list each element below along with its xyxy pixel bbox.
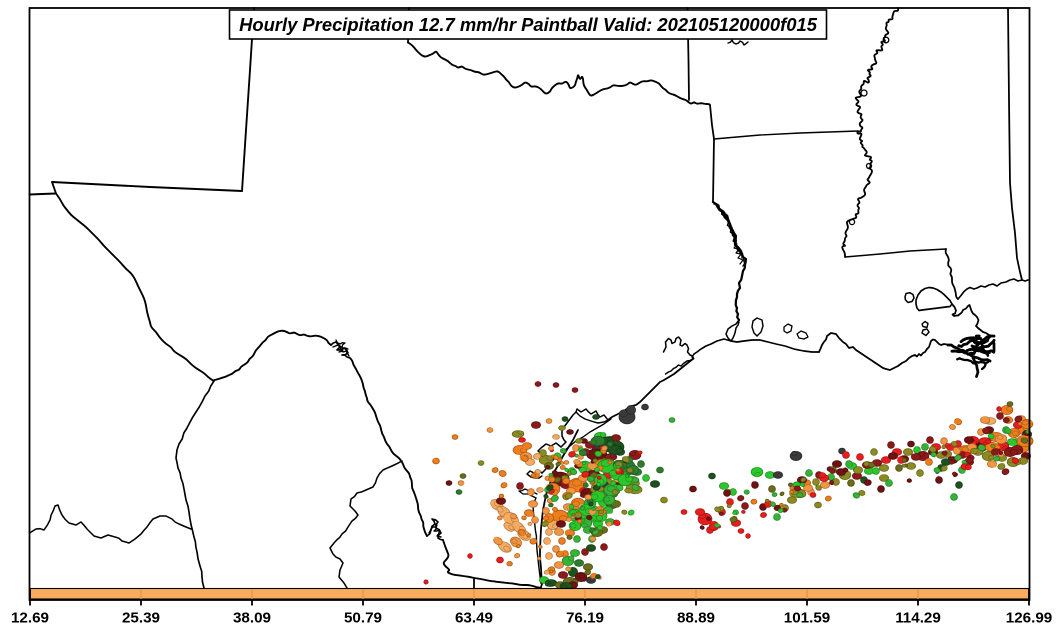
svg-text:76.19: 76.19 xyxy=(566,610,604,627)
svg-text:25.39: 25.39 xyxy=(122,610,160,627)
svg-text:114.29: 114.29 xyxy=(895,610,941,627)
svg-text:12.69: 12.69 xyxy=(11,610,49,627)
svg-text:101.59: 101.59 xyxy=(784,610,830,627)
svg-text:88.89: 88.89 xyxy=(677,610,715,627)
svg-text:38.09: 38.09 xyxy=(233,610,271,627)
svg-text:50.79: 50.79 xyxy=(344,610,382,627)
svg-text:Hourly Precipitation 12.7 mm/h: Hourly Precipitation 12.7 mm/hr Paintbal… xyxy=(239,14,818,35)
svg-text:126.99: 126.99 xyxy=(1006,610,1052,627)
svg-text:63.49: 63.49 xyxy=(455,610,493,627)
